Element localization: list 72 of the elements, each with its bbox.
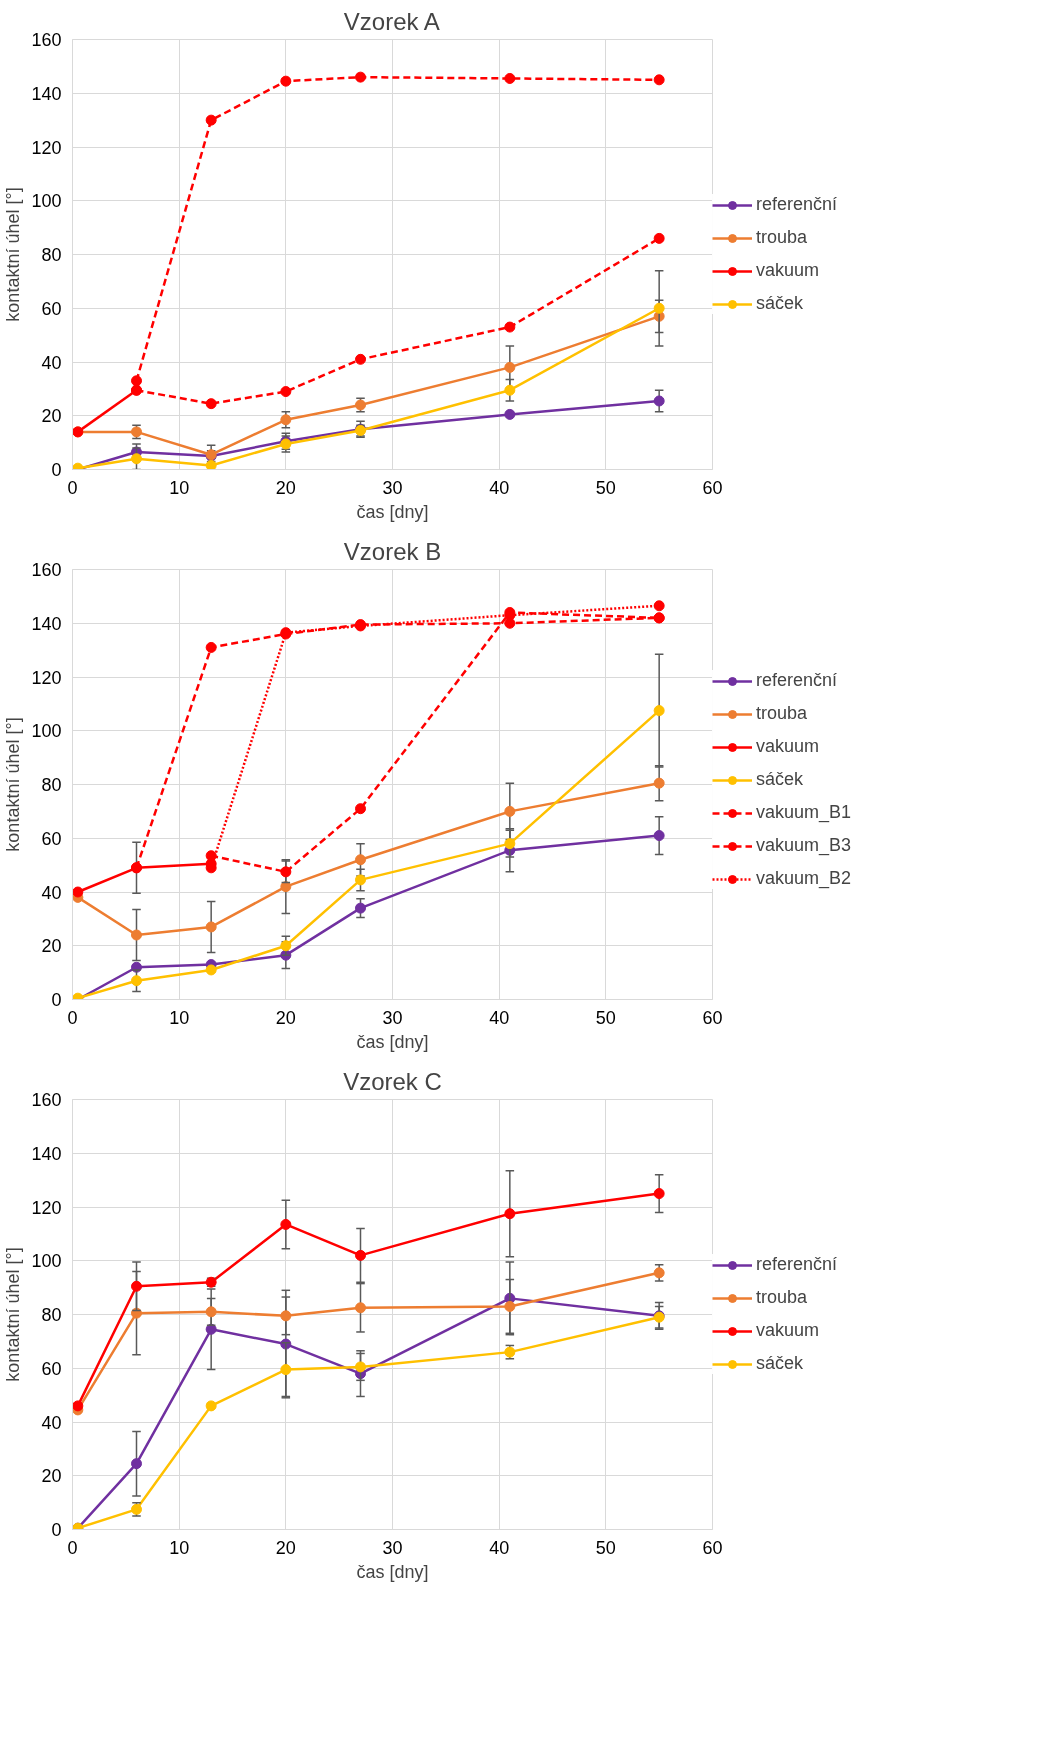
x-tick-label: 10: [169, 1537, 190, 1558]
y-axis-title: kontaktní úhel [°]: [3, 1247, 24, 1382]
x-tick-label: 30: [382, 1537, 403, 1558]
x-tick-label: 60: [702, 477, 723, 498]
y-tick-label: 160: [31, 1090, 62, 1110]
x-tick-label: 40: [489, 477, 510, 498]
y-tick-label: 120: [31, 667, 62, 688]
y-tick-label: 100: [31, 721, 62, 742]
y-tick-label: 60: [41, 1358, 62, 1379]
legend-label: trouba: [756, 703, 808, 724]
x-tick-label: 0: [67, 477, 78, 498]
y-tick-label: 80: [41, 775, 62, 795]
legend-label: sáček: [756, 293, 804, 314]
y-tick-label: 120: [31, 137, 62, 158]
legend-label: vakuum: [756, 260, 820, 281]
y-tick-label: 80: [41, 245, 62, 265]
y-tick-label: 60: [41, 828, 62, 849]
x-tick-label: 20: [275, 477, 296, 498]
x-tick-label: 50: [595, 477, 616, 498]
x-axis-title: čas [dny]: [356, 501, 429, 522]
y-tick-label: 60: [41, 298, 62, 319]
y-tick-label: 120: [31, 1197, 62, 1218]
y-tick-label: 40: [41, 352, 62, 373]
x-tick-label: 20: [275, 1537, 296, 1558]
y-axis-title: kontaktní úhel [°]: [3, 187, 24, 322]
chart-title: Vzorek A: [343, 7, 440, 35]
legend-label: trouba: [756, 1287, 808, 1308]
y-tick-label: 160: [31, 560, 62, 580]
x-tick-label: 10: [169, 1007, 190, 1028]
legend-label: vakuum: [756, 736, 820, 757]
legend-label: trouba: [756, 227, 808, 248]
y-tick-label: 140: [31, 83, 62, 104]
legend-label: vakuum_B3: [756, 835, 852, 856]
x-tick-label: 30: [382, 477, 403, 498]
x-tick-label: 40: [489, 1007, 510, 1028]
y-tick-label: 40: [41, 1412, 62, 1433]
legend-label: vakuum_B2: [756, 868, 852, 889]
y-tick-label: 40: [41, 882, 62, 903]
y-tick-label: 140: [31, 1143, 62, 1164]
y-tick-label: 0: [51, 990, 62, 1010]
y-tick-label: 160: [31, 30, 62, 50]
legend-label: vakuum_B1: [756, 802, 852, 823]
legend-label: referenční: [756, 670, 838, 691]
y-tick-label: 20: [41, 936, 62, 957]
x-axis-title: čas [dny]: [356, 1031, 429, 1052]
chart-title: Vzorek B: [343, 537, 442, 565]
x-tick-label: 0: [67, 1007, 78, 1028]
legend-label: vakuum: [756, 1320, 820, 1341]
y-tick-label: 20: [41, 406, 62, 427]
y-tick-label: 100: [31, 1251, 62, 1272]
legend-label: sáček: [756, 1353, 804, 1374]
x-tick-label: 50: [595, 1007, 616, 1028]
y-tick-label: 100: [31, 191, 62, 212]
legend-label: sáček: [756, 769, 804, 790]
y-tick-label: 0: [51, 1520, 62, 1540]
x-tick-label: 30: [382, 1007, 403, 1028]
y-tick-label: 80: [41, 1305, 62, 1325]
legend-label: referenční: [756, 1254, 838, 1275]
x-tick-label: 0: [67, 1537, 78, 1558]
x-tick-label: 20: [275, 1007, 296, 1028]
y-tick-label: 20: [41, 1466, 62, 1487]
y-tick-label: 0: [51, 460, 62, 480]
x-axis-title: čas [dny]: [356, 1561, 429, 1582]
x-tick-label: 10: [169, 477, 190, 498]
y-axis-title: kontaktní úhel [°]: [3, 717, 24, 852]
x-tick-label: 50: [595, 1537, 616, 1558]
x-tick-label: 60: [702, 1007, 723, 1028]
legend-label: referenční: [756, 194, 838, 215]
chart-title: Vzorek C: [343, 1067, 442, 1095]
x-tick-label: 60: [702, 1537, 723, 1558]
x-tick-label: 40: [489, 1537, 510, 1558]
y-tick-label: 140: [31, 613, 62, 634]
